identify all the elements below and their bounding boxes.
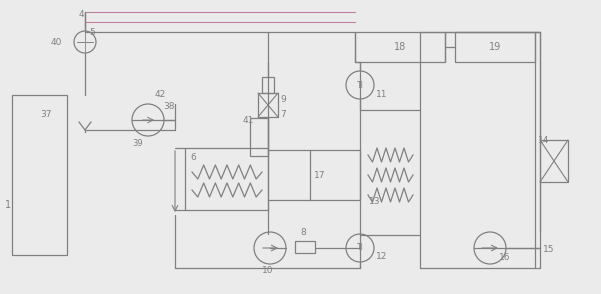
Bar — [455, 32, 535, 62]
Text: 6: 6 — [190, 153, 196, 162]
Bar — [12, 95, 67, 255]
Text: 16: 16 — [499, 253, 510, 262]
Text: 41: 41 — [243, 116, 254, 125]
Bar — [250, 118, 268, 156]
Bar — [258, 93, 278, 117]
Text: 10: 10 — [262, 266, 273, 275]
Bar — [262, 77, 274, 93]
Text: 40: 40 — [50, 38, 62, 46]
Bar — [540, 140, 568, 182]
Text: 42: 42 — [155, 90, 166, 99]
Text: 12: 12 — [376, 252, 388, 261]
Text: 5: 5 — [89, 28, 95, 37]
Text: 14: 14 — [538, 136, 549, 145]
Bar — [360, 110, 420, 235]
Text: 15: 15 — [543, 245, 555, 254]
Bar — [295, 241, 315, 253]
Bar — [185, 148, 268, 210]
Text: 17: 17 — [314, 171, 326, 180]
Text: 19: 19 — [489, 42, 501, 52]
Text: 8: 8 — [300, 228, 306, 237]
Text: 11: 11 — [376, 90, 388, 99]
Text: 9: 9 — [280, 95, 285, 104]
Text: 18: 18 — [394, 42, 406, 52]
Text: TI: TI — [356, 243, 364, 253]
Text: 13: 13 — [369, 198, 381, 206]
Text: 37: 37 — [40, 110, 52, 119]
Text: 1: 1 — [5, 200, 11, 210]
Text: TI: TI — [356, 81, 364, 89]
Text: 7: 7 — [280, 110, 285, 119]
Text: 39: 39 — [133, 139, 143, 148]
Bar — [310, 150, 360, 200]
Bar — [355, 32, 445, 62]
Text: 4: 4 — [79, 10, 85, 19]
Text: 38: 38 — [163, 102, 174, 111]
